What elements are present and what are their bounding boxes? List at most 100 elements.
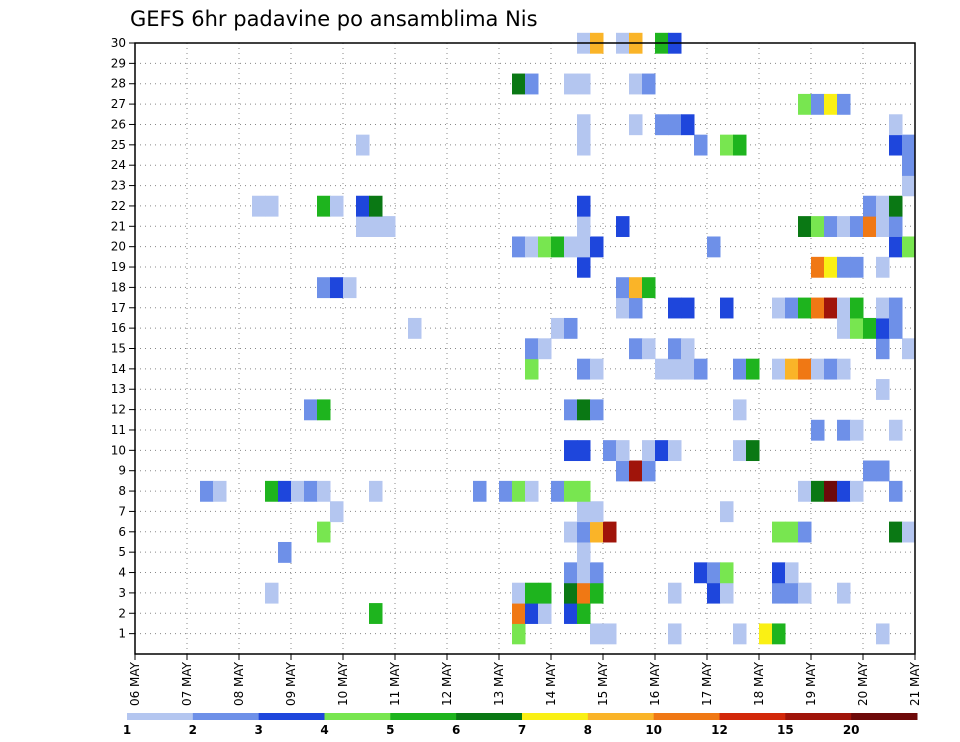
heatmap-cell [525, 338, 539, 360]
y-tick-label: 17 [111, 301, 126, 315]
y-tick-label: 14 [111, 362, 126, 376]
heatmap-cell [551, 480, 565, 502]
legend-label: 20 [843, 723, 860, 737]
legend-label: 4 [320, 723, 328, 737]
heatmap-cell [577, 603, 591, 624]
heatmap-cell [785, 521, 799, 543]
x-tick-label: 10 MAY [336, 661, 350, 706]
heatmap-cell [525, 480, 539, 502]
heatmap-cell [889, 297, 903, 319]
heatmap-cell [811, 297, 825, 319]
legend-swatch [258, 713, 325, 720]
heatmap-cell [629, 277, 643, 299]
heatmap-cell [317, 399, 331, 421]
heatmap-cell [772, 562, 786, 584]
x-tick-label: 18 MAY [752, 661, 766, 706]
heatmap-cell [772, 623, 786, 645]
heatmap-cell [707, 562, 721, 584]
heatmap-cell [291, 480, 305, 502]
heatmap-cell [252, 195, 266, 217]
heatmap-cell [694, 134, 708, 156]
heatmap-cell [889, 216, 903, 237]
heatmap-cell [577, 501, 591, 523]
heatmap-cell [590, 623, 604, 645]
heatmap-cell [694, 358, 708, 380]
heatmap-cell [265, 582, 279, 604]
heatmap-cell [889, 114, 903, 136]
heatmap-cell [824, 297, 838, 319]
heatmap-cell [642, 460, 656, 482]
x-tick-label: 15 MAY [596, 661, 610, 706]
heatmap-cell [798, 582, 812, 604]
heatmap-cell [876, 460, 890, 482]
heatmap-cell [902, 155, 916, 176]
x-tick-label: 14 MAY [544, 661, 558, 706]
heatmap-cell [811, 256, 825, 278]
x-tick-label: 11 MAY [388, 661, 402, 706]
heatmap-cell [824, 93, 838, 115]
x-tick-label: 16 MAY [648, 661, 662, 706]
legend-label: 12 [711, 723, 728, 737]
heatmap-cell [577, 541, 591, 563]
heatmap-cell [551, 317, 565, 339]
heatmap-cell [655, 114, 669, 136]
heatmap-cell [824, 480, 838, 502]
heatmap-cell [538, 582, 552, 604]
heatmap-cell [863, 216, 877, 237]
heatmap-cell [304, 399, 318, 421]
heatmap-cell [798, 216, 812, 237]
heatmap-cell [356, 195, 370, 217]
heatmap-cell [512, 623, 526, 645]
y-tick-label: 29 [111, 56, 126, 70]
heatmap-cell [785, 358, 799, 380]
heatmap-cell [265, 480, 279, 502]
y-tick-label: 9 [118, 464, 126, 478]
heatmap-cell [629, 297, 643, 319]
y-tick-label: 23 [111, 179, 126, 193]
legend-label: 15 [777, 723, 794, 737]
heatmap-cell [707, 582, 721, 604]
heatmap-cell [759, 623, 773, 645]
heatmap-cell [876, 317, 890, 339]
heatmap-cell [200, 480, 214, 502]
y-tick-label: 3 [118, 586, 126, 600]
heatmap-cell [902, 236, 916, 258]
heatmap-cell [733, 399, 747, 421]
y-tick-label: 13 [111, 382, 126, 396]
heatmap-cell [629, 460, 643, 482]
heatmap-cell [902, 175, 916, 197]
heatmap-cell [564, 480, 578, 502]
heatmap-cell [512, 480, 526, 502]
heatmap-cell [382, 216, 396, 237]
heatmap-cell [720, 562, 734, 584]
heatmap-cell [850, 216, 864, 237]
heatmap-cell [616, 277, 630, 299]
heatmap-cell [538, 338, 552, 360]
x-tick-label: 12 MAY [440, 661, 454, 706]
heatmap-cell [603, 440, 617, 462]
heatmap-cell [837, 93, 851, 115]
heatmap-cell [850, 419, 864, 441]
heatmap-cell [564, 317, 578, 339]
heatmap-cell [733, 623, 747, 645]
heatmap-cell [733, 440, 747, 462]
heatmap-cell [824, 216, 838, 237]
heatmap-cell [616, 440, 630, 462]
heatmap-cell [577, 114, 591, 136]
heatmap-cell [317, 277, 331, 299]
legend-swatch [192, 713, 260, 720]
heatmap-cell [577, 521, 591, 543]
y-tick-label: 24 [111, 158, 126, 172]
heatmap-cell [746, 358, 760, 380]
x-tick-label: 13 MAY [492, 661, 506, 706]
x-tick-label: 09 MAY [284, 661, 298, 706]
heatmap-cell [902, 134, 916, 156]
heatmap-cell [798, 480, 812, 502]
heatmap-cell [668, 338, 682, 360]
heatmap-cell [668, 582, 682, 604]
heatmap-cell [564, 399, 578, 421]
x-tick-label: 17 MAY [700, 661, 714, 706]
heatmap-cell [772, 297, 786, 319]
heatmap-cell [499, 480, 513, 502]
legend-swatch [653, 713, 720, 720]
